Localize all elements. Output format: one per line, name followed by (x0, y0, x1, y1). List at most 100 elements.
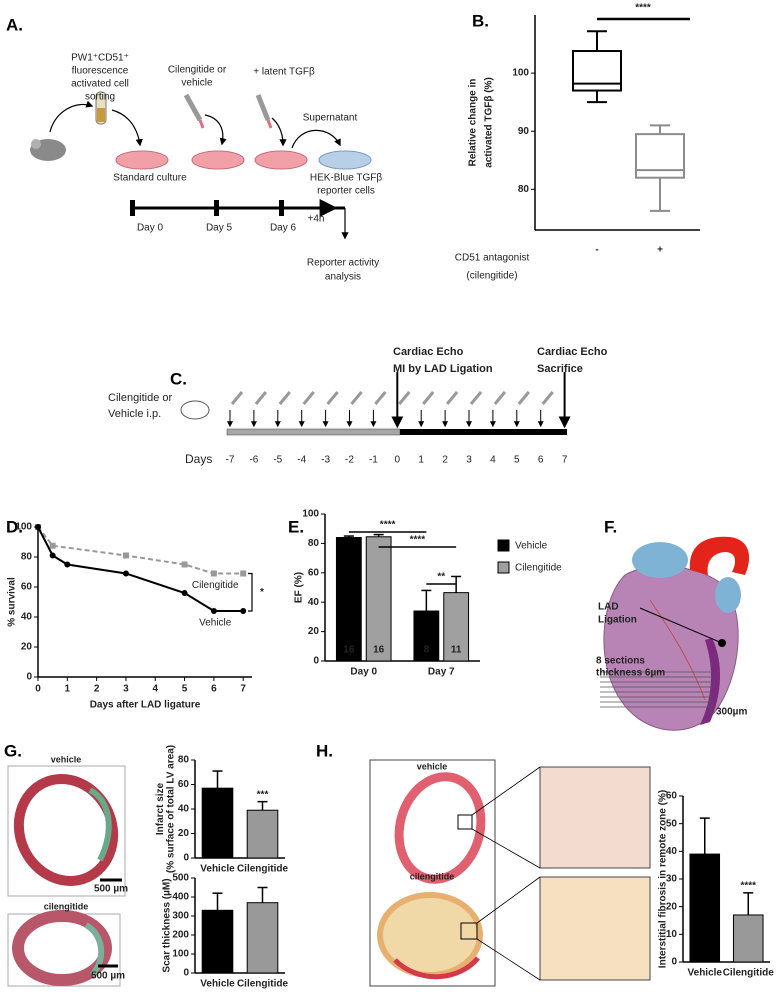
marker (210, 608, 217, 614)
y-tick-label: 100 (172, 949, 189, 960)
syringe (350, 391, 363, 405)
vessel (632, 542, 688, 578)
x-tick-label: Cilengitide (723, 968, 775, 979)
x-axis-title: Days after LAD ligature (90, 700, 201, 711)
timeline-tick (214, 200, 219, 216)
bar (246, 902, 279, 974)
arrow (291, 129, 341, 149)
coronary (649, 599, 706, 701)
marker (240, 608, 247, 614)
pointer (639, 607, 723, 644)
y-tick-label: 60 (666, 791, 678, 802)
ligation-point (718, 639, 726, 647)
y-tick-label: 40 (21, 612, 33, 623)
label: activated cell (71, 79, 129, 90)
x-tick-label: 3 (123, 684, 129, 695)
label: Sacrifice (537, 363, 583, 375)
bracket (248, 572, 253, 612)
label: reporter cells (317, 186, 375, 197)
x-tick-label: 7 (240, 684, 246, 695)
label: vehicle (181, 78, 213, 89)
panel-label: F. (604, 517, 617, 536)
label: analysis (325, 272, 361, 283)
label: PW1⁺CD51⁺ (71, 53, 129, 64)
timeline-tick (130, 200, 135, 216)
day-label: -5 (273, 455, 282, 466)
y-tick-label: 60 (21, 582, 33, 593)
y-tick-label: 200 (172, 930, 189, 941)
y-tick-label: 20 (308, 626, 320, 637)
y-axis-title: Infarct size (155, 782, 166, 835)
mouse-ear (31, 139, 41, 149)
significance: **** (740, 880, 756, 891)
y-tick-label: 0 (313, 656, 319, 667)
arrow (271, 117, 287, 147)
y-tick-label: 40 (666, 846, 678, 857)
label: sorting (85, 92, 115, 103)
y-tick-label: 80 (518, 184, 530, 195)
significance: *** (257, 789, 269, 800)
x-tick-label: 6 (211, 684, 217, 695)
timeline-pre (226, 428, 401, 436)
bar (689, 853, 721, 963)
day-label: 5 (514, 455, 520, 466)
n-label: 11 (451, 645, 462, 656)
zoom-image (539, 876, 651, 981)
label: MI by LAD Ligation (393, 363, 493, 375)
y-tick-label: 0 (183, 968, 189, 979)
arrow (204, 114, 227, 146)
marker (35, 524, 41, 530)
label: Cilengitide or (108, 392, 173, 404)
panel-c: Cilengitide or Vehicle i.p. Cardiac Echo… (108, 346, 608, 466)
aorta (689, 536, 750, 575)
x-tick-label: Vehicle (200, 864, 235, 875)
syringe (398, 391, 411, 405)
arrow (49, 100, 94, 133)
label: Day 6 (270, 223, 297, 234)
legend-swatch (497, 539, 510, 552)
significance: ** (437, 572, 445, 583)
reporter-dish (318, 150, 372, 170)
x-tick-label: Day 7 (428, 667, 455, 678)
bar (443, 592, 470, 662)
bar (201, 909, 234, 974)
y-tick-label: 400 (172, 892, 189, 903)
significance: **** (635, 3, 651, 14)
syringe (278, 391, 291, 405)
syringe (493, 391, 507, 405)
marker (64, 561, 71, 568)
legend-swatch (497, 561, 510, 574)
label: Ligation (598, 615, 637, 626)
image-label: cilengitide (410, 871, 455, 881)
x-tick-label: Vehicle (200, 979, 235, 990)
syringe (326, 391, 339, 405)
legend-label: Cilengitide (515, 563, 562, 574)
pipette-tip (266, 119, 273, 129)
syringe (445, 391, 459, 405)
y-axis-title: Scar thickness (µM) (162, 878, 173, 972)
label: Vehicle i.p. (108, 408, 161, 420)
n-label: 16 (343, 645, 355, 656)
y-tick-label: 60 (308, 567, 320, 578)
y-tick-label: 20 (666, 901, 678, 912)
y-tick-label: 50 (666, 818, 678, 829)
bar (365, 536, 392, 662)
x-tick-label: 1 (65, 684, 71, 695)
panel-g-images: vehicle cilengitide 500 µm 500 µm (7, 754, 128, 987)
marker (181, 590, 188, 596)
panel-a-text: PW1⁺CD51⁺ fluorescence activated cell so… (71, 53, 382, 283)
y-tick-label: 100 (512, 68, 529, 79)
image-label: vehicle (51, 754, 82, 764)
y-tick-label: 10 (666, 929, 678, 940)
marker (49, 552, 56, 559)
label: LAD (598, 602, 619, 613)
marker (122, 552, 129, 559)
marker (181, 561, 188, 568)
series-label: Vehicle (199, 618, 232, 629)
tissue (12, 910, 112, 986)
zoom-image (539, 766, 651, 869)
tissue-scar (393, 956, 480, 980)
histology-image (7, 765, 126, 897)
